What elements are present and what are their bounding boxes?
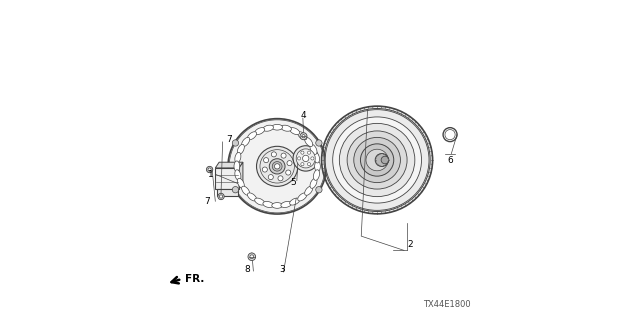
Circle shape [300,133,307,140]
Ellipse shape [263,202,273,207]
Polygon shape [215,162,243,168]
Circle shape [303,155,309,162]
Ellipse shape [381,156,389,164]
Circle shape [218,193,224,200]
Ellipse shape [237,178,244,188]
Ellipse shape [272,162,282,171]
Circle shape [248,253,255,260]
Ellipse shape [290,198,300,205]
Circle shape [281,153,286,158]
Ellipse shape [321,106,433,214]
Ellipse shape [257,146,298,186]
Ellipse shape [281,202,291,207]
Ellipse shape [333,117,422,203]
Ellipse shape [314,170,319,180]
Ellipse shape [305,137,313,147]
Ellipse shape [314,152,319,163]
Circle shape [316,187,322,193]
Ellipse shape [360,144,394,176]
Circle shape [207,166,212,173]
Text: FR.: FR. [185,274,205,284]
Ellipse shape [237,144,244,154]
Circle shape [208,168,211,171]
Circle shape [262,167,268,172]
Ellipse shape [269,159,285,174]
Ellipse shape [248,193,257,201]
Ellipse shape [347,131,407,189]
Ellipse shape [305,186,313,195]
Ellipse shape [281,125,291,131]
Circle shape [301,163,304,166]
Polygon shape [239,162,243,188]
Circle shape [264,158,269,163]
Ellipse shape [272,203,283,208]
Ellipse shape [275,164,280,169]
Ellipse shape [228,119,326,214]
Ellipse shape [263,125,273,131]
Ellipse shape [235,152,241,163]
Ellipse shape [339,124,415,196]
Circle shape [316,140,322,146]
Ellipse shape [310,144,317,154]
Text: 6: 6 [447,156,453,164]
Ellipse shape [366,149,388,171]
Text: 7: 7 [205,197,211,206]
Ellipse shape [298,132,307,140]
Circle shape [268,174,273,180]
Circle shape [285,170,291,175]
Circle shape [278,176,283,181]
Circle shape [232,187,239,193]
Polygon shape [217,188,237,196]
Text: 3: 3 [279,265,285,274]
Ellipse shape [290,128,300,135]
Text: 7: 7 [227,135,232,144]
Circle shape [287,161,292,166]
Ellipse shape [235,170,241,180]
Circle shape [301,151,304,154]
Ellipse shape [242,186,250,195]
FancyBboxPatch shape [215,168,239,188]
Ellipse shape [234,161,240,172]
Text: 2: 2 [408,240,413,249]
Ellipse shape [375,154,388,166]
Circle shape [271,152,276,157]
Ellipse shape [298,193,307,201]
Ellipse shape [242,137,250,147]
Ellipse shape [248,132,257,140]
Circle shape [250,255,253,259]
Ellipse shape [315,161,321,172]
Ellipse shape [310,178,317,188]
Ellipse shape [272,124,283,130]
Text: 4: 4 [301,111,307,120]
Circle shape [293,146,319,171]
Circle shape [302,135,305,138]
Ellipse shape [255,198,265,205]
Text: 8: 8 [244,265,250,274]
Circle shape [296,149,316,168]
Ellipse shape [354,137,401,183]
Circle shape [307,151,310,154]
Text: TX44E1800: TX44E1800 [423,300,470,309]
Circle shape [298,157,301,160]
Text: 1: 1 [208,170,213,179]
Circle shape [307,163,310,166]
Circle shape [311,157,314,160]
Ellipse shape [325,110,429,210]
Circle shape [232,140,239,146]
Ellipse shape [255,128,265,135]
Circle shape [220,195,223,198]
Text: 5: 5 [290,178,296,187]
